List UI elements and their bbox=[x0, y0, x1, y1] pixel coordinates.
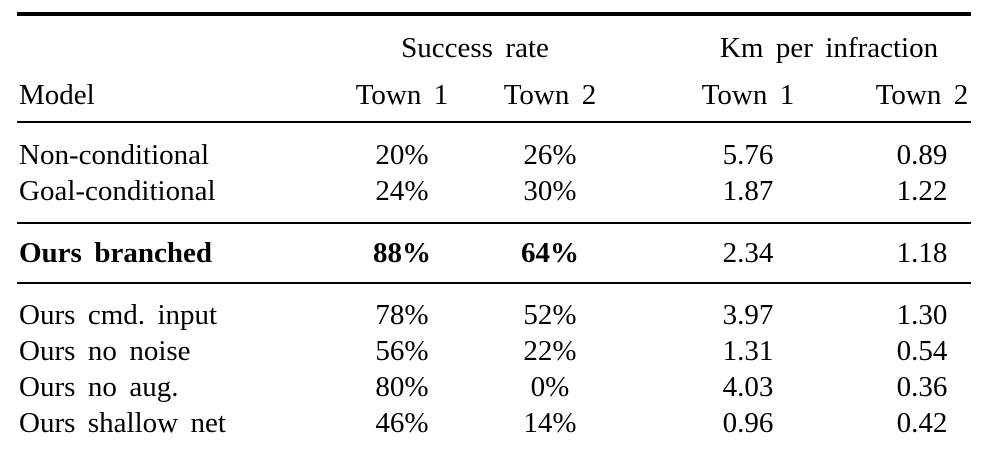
cell-model: Non-conditional bbox=[19, 139, 210, 171]
table-row-ours-cmd-input: Ours cmd. input 78% 52% 3.97 1.30 bbox=[17, 283, 971, 333]
cell-km-town1: 5.76 bbox=[722, 139, 774, 171]
cell-model: Ours cmd. input bbox=[19, 299, 218, 331]
group-header-km-per-infraction: Km per infraction bbox=[719, 32, 939, 64]
cell-km-town2: 0.54 bbox=[896, 335, 948, 367]
cell-success-town1: 56% bbox=[375, 335, 429, 367]
cell-success-town1: 46% bbox=[375, 407, 429, 439]
cell-km-town2: 0.42 bbox=[896, 407, 948, 439]
table-row-ours-no-aug: Ours no aug. 80% 0% 4.03 0.36 bbox=[17, 369, 971, 405]
cell-km-town2: 0.89 bbox=[896, 139, 948, 171]
cell-success-town2: 64% bbox=[521, 237, 579, 269]
table-row-non-conditional: Non-conditional 20% 26% 5.76 0.89 bbox=[17, 122, 971, 173]
col-header-km-town1: Town 1 bbox=[701, 79, 795, 111]
col-header-success-town2: Town 2 bbox=[503, 79, 597, 111]
results-table: Success rate Km per infraction Model Tow… bbox=[17, 12, 971, 457]
section-ours-branched: Ours branched 88% 64% 2.34 1.18 bbox=[17, 223, 971, 283]
cell-model: Ours branched bbox=[19, 237, 212, 269]
table-row-ours-branched: Ours branched 88% 64% 2.34 1.18 bbox=[17, 223, 971, 283]
group-header-row: Success rate Km per infraction bbox=[17, 14, 971, 70]
cell-success-town1: 20% bbox=[375, 139, 429, 171]
group-header-success-rate: Success rate bbox=[401, 32, 549, 64]
cell-km-town1: 1.31 bbox=[722, 335, 774, 367]
cell-success-town1: 88% bbox=[373, 237, 431, 269]
section-ablations: Ours cmd. input 78% 52% 3.97 1.30 Ours n… bbox=[17, 283, 971, 457]
cell-success-town1: 80% bbox=[375, 371, 429, 403]
cell-success-town1: 24% bbox=[375, 175, 429, 207]
cell-km-town2: 1.30 bbox=[896, 299, 948, 331]
table-row-ours-no-noise: Ours no noise 56% 22% 1.31 0.54 bbox=[17, 333, 971, 369]
col-header-success-town1: Town 1 bbox=[355, 79, 449, 111]
cell-km-town2: 1.18 bbox=[896, 237, 948, 269]
cell-km-town1: 1.87 bbox=[722, 175, 774, 207]
table-row-goal-conditional: Goal-conditional 24% 30% 1.87 1.22 bbox=[17, 173, 971, 223]
cell-success-town2: 22% bbox=[523, 335, 577, 367]
cell-km-town1: 4.03 bbox=[722, 371, 774, 403]
cell-success-town2: 52% bbox=[523, 299, 577, 331]
section-baselines: Non-conditional 20% 26% 5.76 0.89 Goal-c… bbox=[17, 122, 971, 223]
cell-model: Goal-conditional bbox=[19, 175, 216, 207]
group-header-spacer bbox=[17, 14, 327, 70]
cell-success-town2: 30% bbox=[523, 175, 577, 207]
table-header: Success rate Km per infraction Model Tow… bbox=[17, 14, 971, 122]
col-header-model: Model bbox=[19, 79, 95, 111]
cell-km-town1: 2.34 bbox=[722, 237, 774, 269]
table-row-ours-shallow-net: Ours shallow net 46% 14% 0.96 0.42 bbox=[17, 405, 971, 457]
cell-model: Ours no noise bbox=[19, 335, 191, 367]
col-header-km-town2: Town 2 bbox=[875, 79, 969, 111]
cell-success-town2: 0% bbox=[530, 371, 570, 403]
cell-km-town1: 0.96 bbox=[722, 407, 774, 439]
cell-success-town2: 14% bbox=[523, 407, 577, 439]
cell-km-town1: 3.97 bbox=[722, 299, 774, 331]
cell-model: Ours no aug. bbox=[19, 371, 179, 403]
cell-km-town2: 1.22 bbox=[896, 175, 948, 207]
cell-km-town2: 0.36 bbox=[896, 371, 948, 403]
column-header-row: Model Town 1 Town 2 Town 1 Town 2 bbox=[17, 70, 971, 122]
cell-success-town1: 78% bbox=[375, 299, 429, 331]
cell-success-town2: 26% bbox=[523, 139, 577, 171]
cell-model: Ours shallow net bbox=[19, 407, 226, 439]
